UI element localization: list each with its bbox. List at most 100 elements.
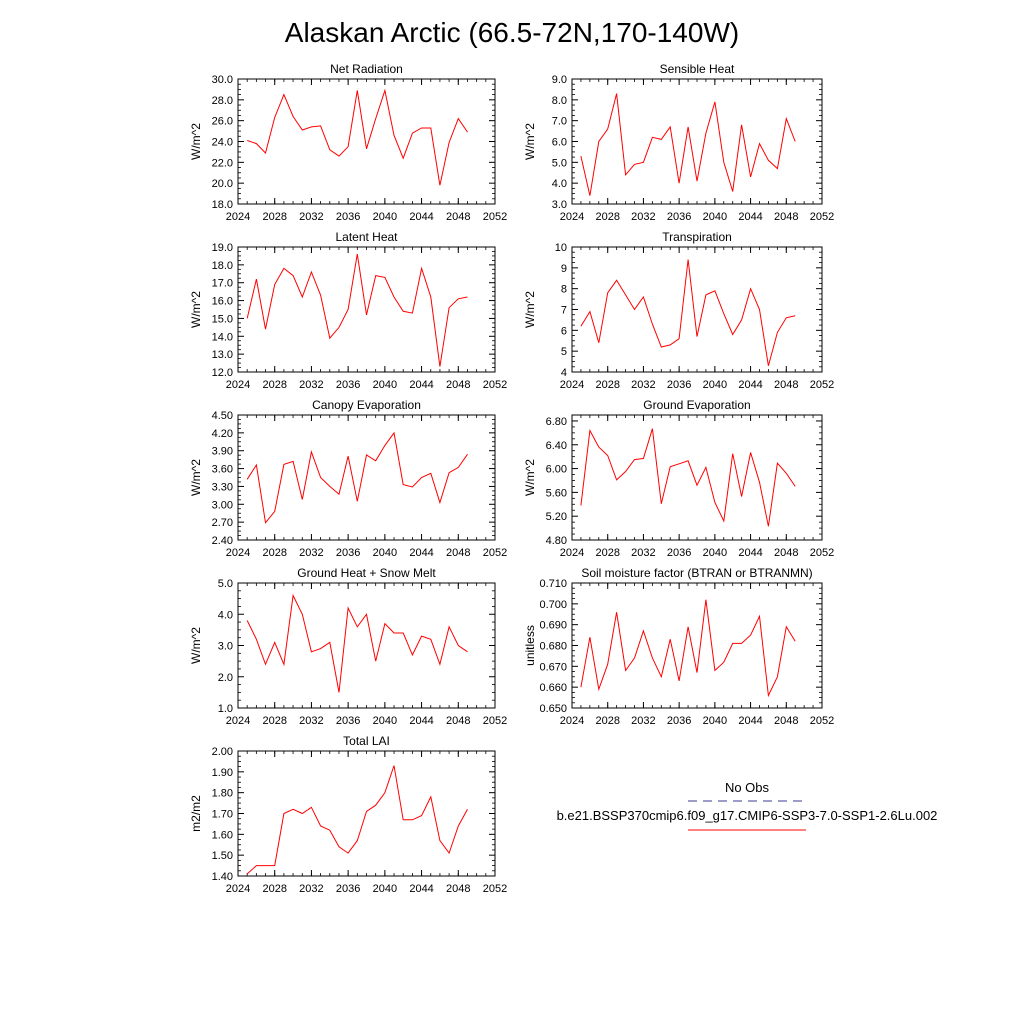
y-tick-label: 2.00 <box>212 746 233 758</box>
y-tick-label: 26.0 <box>212 116 233 128</box>
y-tick-label: 0.700 <box>539 599 567 611</box>
panel-title: Soil moisture factor (BTRAN or BTRANMN) <box>581 566 812 580</box>
plot-frame <box>237 414 496 541</box>
x-tick-label: 2028 <box>595 211 619 223</box>
x-tick-label: 2036 <box>336 883 360 895</box>
y-tick-label: 3.0 <box>218 641 233 653</box>
plot-frame <box>237 246 496 373</box>
series-line <box>246 254 468 367</box>
y-tick-label: 20.0 <box>212 178 233 190</box>
x-tick-label: 2036 <box>336 379 360 391</box>
x-tick-label: 2036 <box>667 547 691 559</box>
y-tick-label: 13.0 <box>212 349 233 361</box>
plot-frame <box>571 246 823 373</box>
x-tick-label: 2048 <box>446 211 470 223</box>
x-tick-label: 2048 <box>446 883 470 895</box>
y-tick-label: 4.80 <box>546 535 567 547</box>
x-tick-label: 2032 <box>299 883 323 895</box>
series-line <box>247 88 468 186</box>
panel-title: Transpiration <box>662 230 732 244</box>
x-tick-label: 2024 <box>226 379 250 391</box>
x-tick-label: 2044 <box>409 211 433 223</box>
x-tick-label: 2040 <box>373 715 397 727</box>
y-tick-label: 7.0 <box>552 116 567 128</box>
chart-panel: Sensible Heat W/m^2 2024 2028 2032 2036 2040 20… <box>523 62 834 223</box>
series-line <box>580 428 796 527</box>
panel-title: Ground Heat + Snow Melt <box>297 566 436 580</box>
y-tick-label: 3.60 <box>212 464 233 476</box>
y-tick-label: 4.20 <box>212 428 233 440</box>
y-tick-label: 6.00 <box>546 464 567 476</box>
y-tick-label: 0.650 <box>539 703 567 715</box>
plot-frame <box>571 78 823 205</box>
panel-title: Canopy Evaporation <box>312 398 421 412</box>
x-tick-label: 2036 <box>667 379 691 391</box>
chart-panel: Latent Heat W/m^2 2024 2028 2032 2036 2040 2044… <box>189 230 507 391</box>
x-tick-label: 2036 <box>336 547 360 559</box>
series-line <box>246 765 468 875</box>
x-tick-label: 2052 <box>483 379 507 391</box>
x-tick-label: 2028 <box>595 379 619 391</box>
chart-panel: Soil moisture factor (BTRAN or BTRANMN) u… <box>523 566 834 727</box>
x-tick-label: 2032 <box>631 715 655 727</box>
y-axis-label: W/m^2 <box>523 123 537 160</box>
x-tick-label: 2052 <box>810 715 834 727</box>
plot-frame <box>237 582 496 709</box>
panels: Net Radiation W/m^2 2024 2028 2032 2036 2040 20… <box>189 62 834 895</box>
x-tick-label: 2040 <box>703 715 727 727</box>
x-tick-label: 2044 <box>409 547 433 559</box>
chart-panel: Total LAI m2/m2 2024 2028 2032 2036 2040 2044 20… <box>189 734 507 895</box>
plot-frame <box>237 78 496 205</box>
y-tick-label: 5.20 <box>546 511 567 523</box>
panel-title: Total LAI <box>343 734 390 748</box>
x-tick-label: 2040 <box>703 547 727 559</box>
x-tick-label: 2024 <box>560 211 584 223</box>
x-tick-label: 2048 <box>446 379 470 391</box>
y-tick-label: 22.0 <box>212 157 233 169</box>
y-tick-label: 1.0 <box>218 703 233 715</box>
chart-panel: Net Radiation W/m^2 2024 2028 2032 2036 2040 20… <box>189 62 507 223</box>
panel-title: Latent Heat <box>335 230 398 244</box>
x-tick-label: 2052 <box>810 379 834 391</box>
y-tick-label: 10 <box>555 242 567 254</box>
x-tick-label: 2028 <box>262 883 286 895</box>
y-tick-label: 1.60 <box>212 829 233 841</box>
x-tick-label: 2024 <box>226 547 250 559</box>
y-tick-label: 0.670 <box>539 661 567 673</box>
y-tick-label: 8.0 <box>552 95 567 107</box>
x-tick-label: 2028 <box>262 547 286 559</box>
x-tick-label: 2032 <box>299 547 323 559</box>
y-tick-label: 1.70 <box>212 809 233 821</box>
panel-title: Net Radiation <box>330 62 403 76</box>
x-tick-label: 2040 <box>373 379 397 391</box>
x-tick-label: 2052 <box>483 211 507 223</box>
x-tick-label: 2028 <box>595 715 619 727</box>
y-tick-label: 2.40 <box>212 535 233 547</box>
x-tick-label: 2024 <box>560 715 584 727</box>
x-tick-label: 2048 <box>774 211 798 223</box>
y-tick-label: 1.90 <box>212 767 233 779</box>
chart-panel: Ground Evaporation W/m^2 2024 2028 2032 2036 2… <box>523 398 834 559</box>
y-tick-label: 9.0 <box>552 74 567 86</box>
y-tick-label: 6.40 <box>546 440 567 452</box>
x-tick-label: 2028 <box>262 379 286 391</box>
y-axis-label: W/m^2 <box>523 291 537 328</box>
x-tick-label: 2040 <box>703 211 727 223</box>
x-tick-label: 2044 <box>738 379 762 391</box>
y-tick-label: 7 <box>561 305 567 317</box>
x-tick-label: 2032 <box>299 211 323 223</box>
x-tick-label: 2032 <box>299 379 323 391</box>
x-tick-label: 2028 <box>595 547 619 559</box>
chart-panel: Ground Heat + Snow Melt W/m^2 2024 2028 2032… <box>189 566 507 727</box>
x-tick-label: 2024 <box>560 547 584 559</box>
chart-panel: Canopy Evaporation W/m^2 2024 2028 2032 2036 2… <box>189 398 507 559</box>
x-tick-label: 2028 <box>262 211 286 223</box>
x-tick-label: 2036 <box>336 715 360 727</box>
y-tick-label: 5.0 <box>552 157 567 169</box>
y-tick-label: 5 <box>561 346 567 358</box>
x-tick-label: 2040 <box>373 547 397 559</box>
x-tick-label: 2044 <box>409 883 433 895</box>
y-tick-label: 24.0 <box>212 137 233 149</box>
y-axis-label: W/m^2 <box>189 291 203 328</box>
